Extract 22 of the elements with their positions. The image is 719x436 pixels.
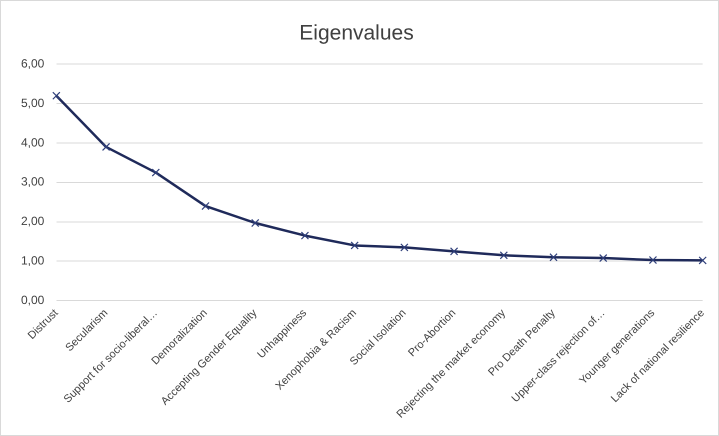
point [251, 218, 260, 228]
y-tick-label: 6,00 [20, 56, 45, 71]
y-tick-label: 0,00 [20, 292, 45, 307]
y-tick-label: 3,00 [20, 174, 45, 189]
point [152, 168, 160, 177]
y-tick-label: 5,00 [20, 96, 45, 110]
point [648, 256, 658, 264]
y-tick-label: 2,00 [20, 214, 45, 228]
point [500, 251, 508, 260]
point [450, 247, 458, 256]
chart-title: Eigenvalues [299, 21, 414, 44]
point [300, 231, 310, 240]
point [52, 92, 60, 100]
point [698, 256, 707, 265]
point [350, 241, 359, 250]
point [102, 142, 110, 152]
point [549, 253, 558, 262]
point [400, 243, 409, 252]
point [599, 254, 608, 262]
point [201, 202, 210, 210]
y-tick-label: 4,00 [20, 135, 45, 150]
y-tick-label: 1,00 [20, 254, 45, 268]
